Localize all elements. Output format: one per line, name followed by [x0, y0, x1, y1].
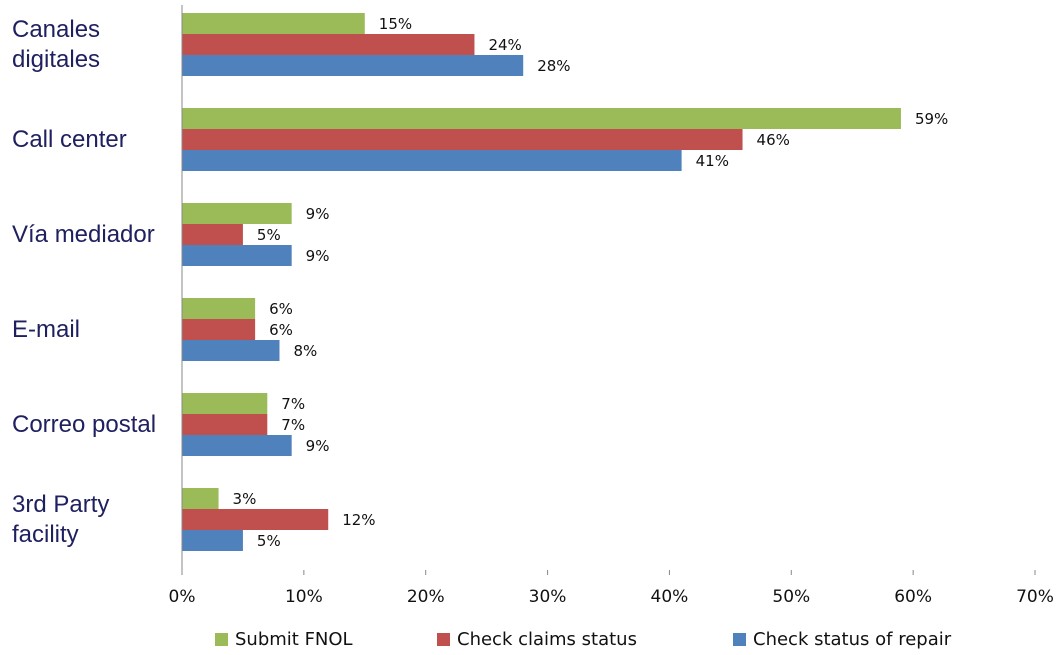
bar — [182, 224, 243, 245]
data-label: 24% — [488, 36, 521, 54]
bar — [182, 13, 365, 34]
data-label: 9% — [306, 247, 330, 265]
x-tick-label: 40% — [651, 587, 689, 607]
data-label: 6% — [269, 300, 293, 318]
x-tick-label: 30% — [529, 587, 567, 607]
bar — [182, 530, 243, 551]
bar — [182, 509, 329, 530]
category-label: Vía mediador — [12, 221, 155, 248]
legend-label: Check claims status — [457, 629, 637, 650]
bar — [182, 108, 901, 129]
category-label: Call center — [12, 126, 127, 153]
x-tick-label: 0% — [169, 587, 196, 607]
x-tick-label: 20% — [407, 587, 445, 607]
bar — [182, 203, 292, 224]
data-label: 28% — [537, 57, 570, 75]
x-tick-label: 70% — [1016, 587, 1054, 607]
data-label: 59% — [915, 110, 948, 128]
bar — [182, 340, 280, 361]
category-label: 3rd Party facility — [12, 491, 110, 548]
x-tick-label: 60% — [894, 587, 932, 607]
category-label: E-mail — [12, 316, 81, 343]
legend-swatch — [437, 633, 450, 646]
legend-label: Check status of repair — [753, 629, 952, 650]
data-label: 41% — [696, 152, 729, 170]
bar — [182, 34, 475, 55]
data-label: 7% — [281, 416, 305, 434]
category-label: Correo postal — [12, 411, 157, 438]
data-label: 6% — [269, 321, 293, 339]
bar — [182, 55, 524, 76]
data-label: 9% — [306, 437, 330, 455]
bar — [182, 488, 219, 509]
bar — [182, 414, 268, 435]
data-label: 9% — [306, 205, 330, 223]
bar — [182, 150, 682, 171]
data-label: 12% — [342, 511, 375, 529]
data-label: 5% — [257, 532, 281, 550]
category-label: Canales digitales — [12, 16, 101, 73]
x-tick-label: 50% — [772, 587, 810, 607]
bar — [182, 319, 256, 340]
data-label: 15% — [379, 15, 412, 33]
bar — [182, 298, 256, 319]
data-label: 8% — [293, 342, 317, 360]
legend-label: Submit FNOL — [235, 629, 353, 650]
legend-swatch — [733, 633, 746, 646]
data-label: 46% — [757, 131, 790, 149]
data-label: 5% — [257, 226, 281, 244]
data-label: 3% — [233, 490, 257, 508]
legend-swatch — [215, 633, 228, 646]
data-label: 7% — [281, 395, 305, 413]
bar — [182, 435, 292, 456]
bar — [182, 245, 292, 266]
bar — [182, 129, 743, 150]
x-tick-label: 10% — [285, 587, 323, 607]
bar — [182, 393, 268, 414]
